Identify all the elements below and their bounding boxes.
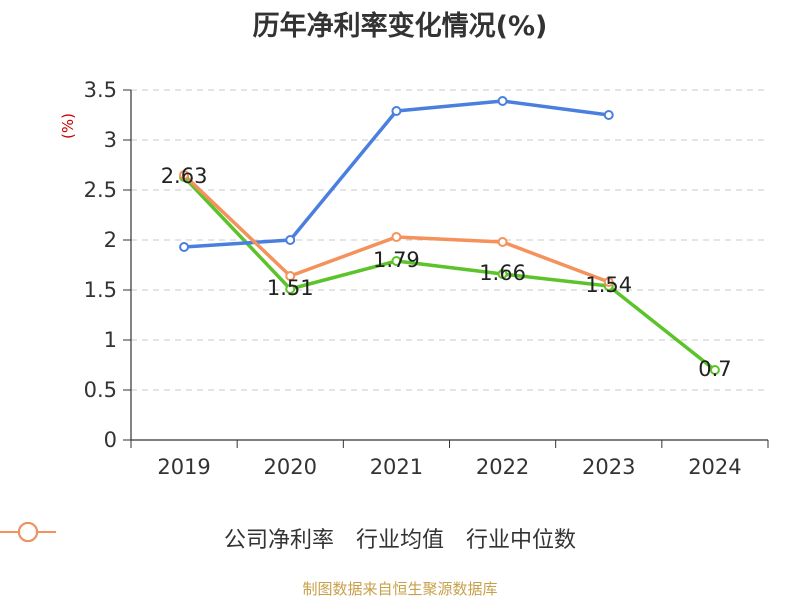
y-tick-label: 1.5: [84, 278, 117, 302]
legend-item: 行业中位数: [0, 522, 577, 554]
x-tick-label: 2021: [370, 455, 423, 479]
data-point: [497, 96, 508, 106]
x-tick-label: 2020: [264, 455, 317, 479]
legend-label: 行业中位数: [466, 528, 577, 553]
y-tick-label: 3.5: [84, 78, 117, 102]
data-label: 1.51: [267, 276, 314, 300]
data-point: [285, 235, 296, 245]
data-point: [391, 232, 402, 242]
data-label: 0.7: [698, 357, 731, 381]
x-tick-label: 2024: [688, 455, 741, 479]
x-tick-label: 2023: [582, 455, 635, 479]
y-tick-label: 0.5: [84, 378, 117, 402]
y-axis-label: (%): [59, 113, 77, 139]
legend-marker-icon: [0, 522, 56, 542]
data-point: [179, 242, 190, 252]
x-tick-label: 2019: [157, 455, 210, 479]
data-point: [285, 271, 296, 281]
legend-label: 行业均值: [355, 528, 444, 553]
legend-item: 公司净利率: [0, 522, 334, 554]
series-line: [182, 175, 717, 372]
legend-label: 公司净利率: [223, 528, 334, 553]
x-tick-label: 2022: [476, 455, 529, 479]
data-point: [603, 110, 614, 120]
chart-title: 历年净利率变化情况(%): [252, 11, 548, 42]
y-tick-label: 3: [104, 128, 117, 152]
data-label: 1.66: [479, 261, 526, 285]
data-point: [285, 284, 296, 294]
data-point: [391, 256, 402, 266]
data-point: [497, 269, 508, 279]
data-label: 2.63: [161, 164, 208, 188]
data-point: [709, 365, 720, 375]
series-line: [183, 99, 609, 249]
data-point: [179, 170, 190, 180]
data-source-note: 制图数据来自恒生聚源数据库: [302, 580, 498, 598]
data-point: [603, 277, 614, 287]
data-label: 1.79: [373, 248, 420, 272]
legend-item: 行业均值: [0, 522, 444, 554]
chart-legend: 公司净利率 行业均值 行业中位数: [0, 520, 800, 556]
data-point: [391, 106, 402, 116]
y-tick-label: 0: [104, 428, 117, 452]
data-point: [497, 237, 508, 247]
y-tick-label: 1: [104, 328, 117, 352]
y-tick-label: 2.5: [84, 178, 117, 202]
y-tick-label: 2: [104, 228, 117, 252]
data-label: 1.54: [585, 273, 632, 297]
